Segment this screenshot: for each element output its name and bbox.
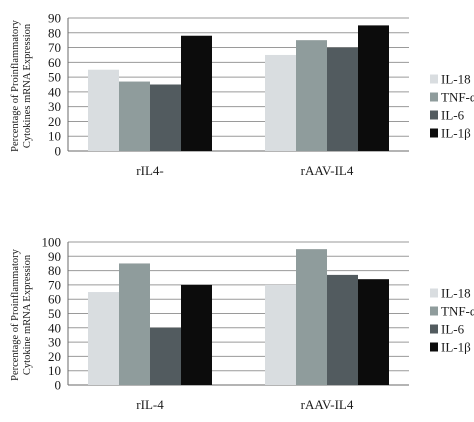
legend-label: IL-18: [441, 72, 471, 87]
legend-swatch: [430, 110, 438, 120]
y-tick-label: 90: [48, 11, 61, 26]
y-tick-label: 70: [48, 40, 61, 55]
legend-swatch: [430, 324, 438, 334]
bar-TNF-α-rIL-4: [119, 263, 150, 385]
bar-TNF-α-rAAV-IL4: [296, 40, 327, 151]
category-label: rAAV-IL4: [301, 163, 354, 178]
legend-swatch: [430, 288, 438, 298]
y-tick-label: 20: [48, 114, 61, 129]
y-tick-label: 90: [48, 249, 61, 264]
bar-IL-1β-rAAV-IL4: [358, 25, 389, 152]
bar-IL-1β-rIL-4: [181, 284, 212, 385]
y-tick-label: 30: [48, 335, 61, 350]
y-axis-label: Percentage of Proinflammatory: [10, 248, 21, 381]
legend-label: TNF-α: [441, 90, 474, 105]
legend-label: IL-6: [441, 108, 465, 123]
y-tick-label: 50: [48, 70, 61, 85]
bar-IL-6-rIL4-: [150, 84, 181, 151]
y-tick-label: 70: [48, 277, 61, 292]
legend-label: IL-1β: [441, 126, 471, 141]
y-tick-label: 20: [48, 349, 61, 364]
legend-label: TNF-α: [441, 304, 474, 319]
y-tick-label: 40: [48, 320, 61, 335]
bar-IL-6-rIL-4: [150, 327, 181, 385]
legend-label: IL-6: [441, 322, 465, 337]
y-tick-label: 30: [48, 99, 61, 114]
y-tick-label: 50: [48, 306, 61, 321]
y-tick-label: 60: [48, 292, 61, 307]
y-tick-label: 40: [48, 84, 61, 99]
y-tick-label: 80: [48, 263, 61, 278]
legend-swatch: [430, 74, 438, 84]
bar-TNF-α-rIL4-: [119, 81, 150, 151]
category-label: rAAV-IL4: [301, 397, 354, 412]
bar-IL-1β-rIL4-: [181, 35, 212, 151]
y-tick-label: 0: [55, 144, 62, 159]
y-tick-label: 10: [48, 129, 61, 144]
legend-swatch: [430, 92, 438, 102]
legend-label: IL-18: [441, 286, 471, 301]
y-tick-label: 10: [48, 363, 61, 378]
y-tick-label: 80: [48, 25, 61, 40]
y-tick-label: 60: [48, 55, 61, 70]
legend-swatch: [430, 342, 438, 352]
y-tick-label: 0: [55, 378, 62, 393]
bar-IL-18-rIL4-: [88, 69, 119, 151]
bar-TNF-α-rAAV-IL4: [296, 249, 327, 385]
bar-IL-18-rAAV-IL4: [265, 284, 296, 385]
bar-IL-18-rIL-4: [88, 292, 119, 385]
category-label: rIL4-: [136, 163, 163, 178]
bar-IL-18-rAAV-IL4: [265, 54, 296, 151]
y-axis-label: Percentage of Proinflammatory: [10, 19, 21, 152]
y-tick-label: 100: [42, 235, 62, 250]
bar-IL-1β-rAAV-IL4: [358, 279, 389, 385]
legend-swatch: [430, 128, 438, 138]
y-axis-label: Cytokine mRNA Expression: [22, 254, 33, 375]
legend-swatch: [430, 306, 438, 316]
category-label: rIL-4: [136, 397, 164, 412]
legend-label: IL-1β: [441, 340, 471, 355]
bar-IL-6-rAAV-IL4: [327, 47, 358, 151]
bar-IL-6-rAAV-IL4: [327, 274, 358, 385]
y-axis-label: Cytokines mRNA Expression: [22, 23, 33, 148]
